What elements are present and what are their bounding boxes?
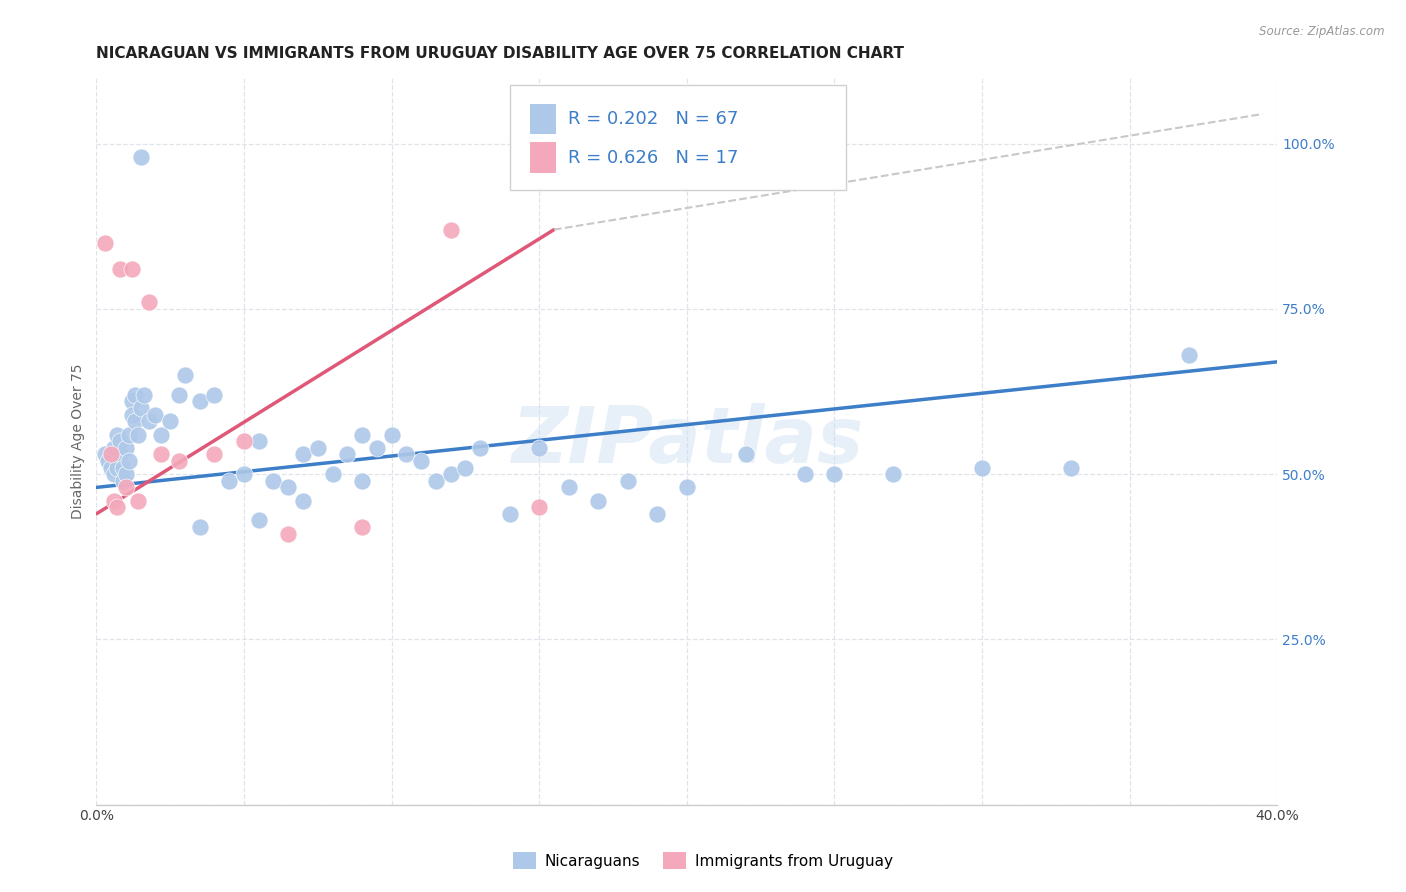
Point bbox=[498, 507, 520, 521]
Point bbox=[440, 467, 463, 482]
Point bbox=[111, 460, 134, 475]
Point bbox=[218, 474, 240, 488]
Point bbox=[105, 460, 128, 475]
Point bbox=[277, 526, 299, 541]
Point bbox=[527, 500, 550, 515]
Point bbox=[108, 447, 131, 461]
Point bbox=[129, 401, 152, 416]
Point bbox=[103, 441, 125, 455]
Point bbox=[150, 447, 173, 461]
Point bbox=[127, 427, 149, 442]
Point bbox=[645, 507, 668, 521]
Point bbox=[352, 520, 374, 534]
Point bbox=[336, 447, 359, 461]
FancyBboxPatch shape bbox=[509, 85, 846, 190]
Point bbox=[167, 454, 190, 468]
Point bbox=[823, 467, 845, 482]
Point bbox=[292, 493, 315, 508]
Point bbox=[292, 447, 315, 461]
Point bbox=[882, 467, 904, 482]
Point bbox=[204, 447, 226, 461]
Point bbox=[233, 434, 256, 449]
Point bbox=[793, 467, 815, 482]
Point bbox=[204, 388, 226, 402]
Point bbox=[233, 467, 256, 482]
Point bbox=[675, 480, 697, 494]
Point bbox=[247, 513, 270, 527]
Point bbox=[188, 394, 211, 409]
Point bbox=[263, 474, 285, 488]
Point bbox=[322, 467, 344, 482]
Point bbox=[132, 388, 155, 402]
Point bbox=[174, 368, 197, 382]
Point bbox=[188, 520, 211, 534]
Point bbox=[94, 235, 117, 250]
Point bbox=[159, 414, 181, 428]
Point bbox=[352, 427, 374, 442]
Point bbox=[118, 427, 141, 442]
Point bbox=[395, 447, 418, 461]
Point bbox=[111, 474, 134, 488]
Point bbox=[616, 474, 638, 488]
Text: R = 0.202   N = 67: R = 0.202 N = 67 bbox=[568, 110, 738, 128]
Point bbox=[100, 447, 122, 461]
Text: R = 0.626   N = 17: R = 0.626 N = 17 bbox=[568, 149, 738, 167]
Point bbox=[586, 493, 609, 508]
Point bbox=[352, 474, 374, 488]
Point bbox=[425, 474, 447, 488]
Y-axis label: Disability Age Over 75: Disability Age Over 75 bbox=[72, 363, 86, 519]
Point bbox=[150, 427, 173, 442]
Point bbox=[277, 480, 299, 494]
Point bbox=[121, 408, 143, 422]
Point bbox=[121, 394, 143, 409]
Point bbox=[970, 460, 993, 475]
Point bbox=[115, 441, 138, 455]
Point bbox=[247, 434, 270, 449]
Point bbox=[115, 480, 138, 494]
Point bbox=[103, 493, 125, 508]
Point bbox=[366, 441, 388, 455]
Point bbox=[1177, 348, 1199, 362]
Text: Source: ZipAtlas.com: Source: ZipAtlas.com bbox=[1260, 25, 1385, 38]
Point bbox=[94, 447, 117, 461]
Point bbox=[440, 222, 463, 236]
Point bbox=[145, 408, 167, 422]
Point bbox=[527, 441, 550, 455]
Point bbox=[381, 427, 404, 442]
Point bbox=[411, 454, 433, 468]
Point bbox=[97, 454, 120, 468]
Point bbox=[734, 447, 756, 461]
Text: NICARAGUAN VS IMMIGRANTS FROM URUGUAY DISABILITY AGE OVER 75 CORRELATION CHART: NICARAGUAN VS IMMIGRANTS FROM URUGUAY DI… bbox=[97, 46, 904, 62]
Text: ZIPatlas: ZIPatlas bbox=[510, 403, 863, 479]
FancyBboxPatch shape bbox=[530, 103, 555, 135]
Point bbox=[557, 480, 579, 494]
Point bbox=[115, 467, 138, 482]
FancyBboxPatch shape bbox=[530, 143, 555, 173]
Point bbox=[118, 454, 141, 468]
Point bbox=[124, 414, 146, 428]
Point bbox=[108, 262, 131, 277]
Point bbox=[138, 414, 160, 428]
Point bbox=[105, 427, 128, 442]
Point bbox=[103, 467, 125, 482]
Point bbox=[121, 262, 143, 277]
Point bbox=[454, 460, 477, 475]
Point bbox=[138, 295, 160, 310]
Legend: Nicaraguans, Immigrants from Uruguay: Nicaraguans, Immigrants from Uruguay bbox=[506, 846, 900, 875]
Point bbox=[100, 460, 122, 475]
Point bbox=[124, 388, 146, 402]
Point bbox=[307, 441, 329, 455]
Point bbox=[167, 388, 190, 402]
Point bbox=[127, 493, 149, 508]
Point bbox=[108, 434, 131, 449]
Point bbox=[470, 441, 492, 455]
Point bbox=[1059, 460, 1081, 475]
Point bbox=[105, 500, 128, 515]
Point bbox=[129, 150, 152, 164]
